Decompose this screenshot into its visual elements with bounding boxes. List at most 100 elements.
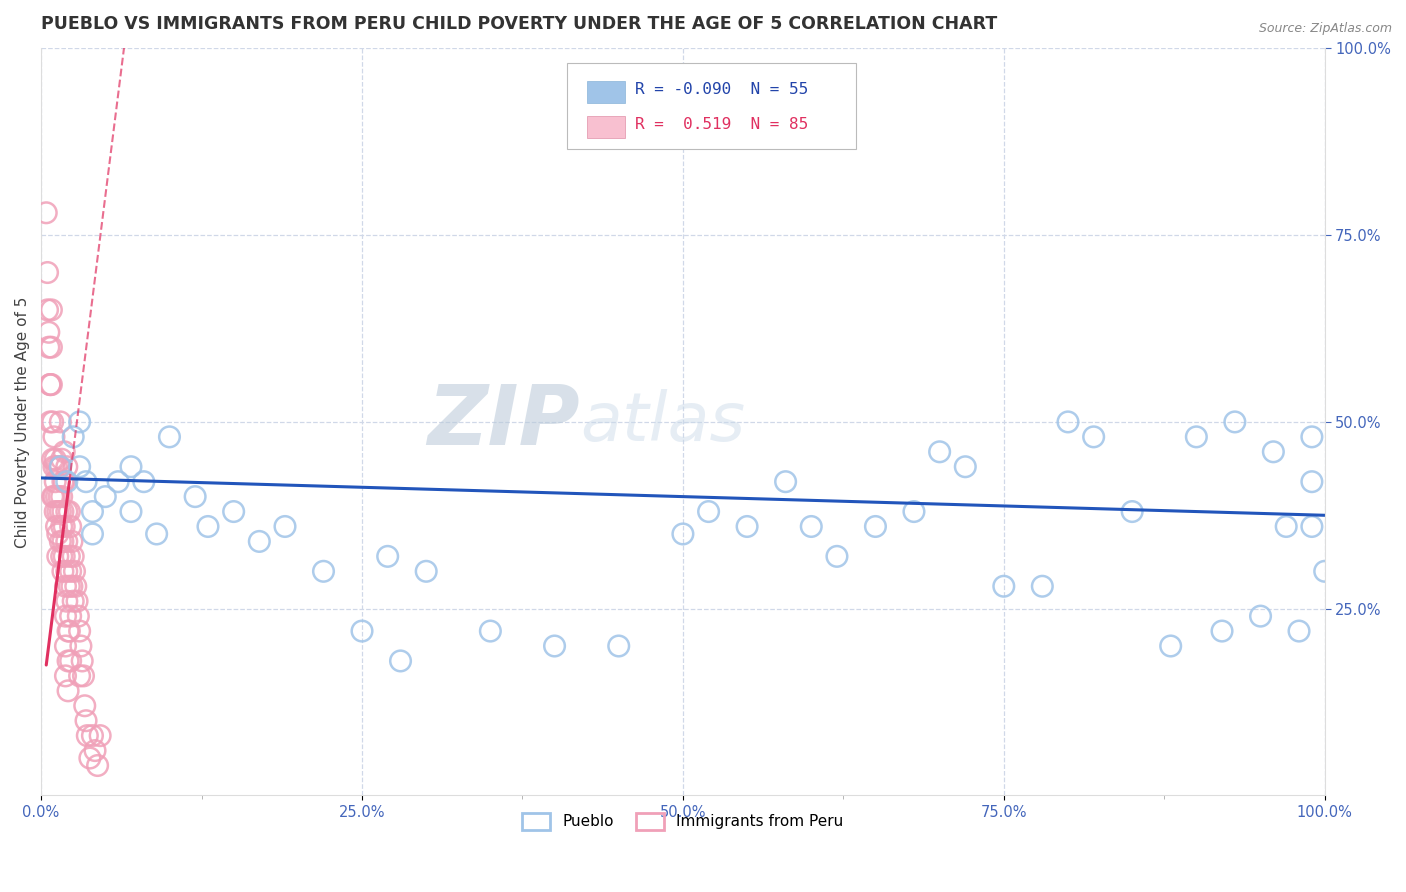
Point: [41, 302, 63, 317]
Point: [1185, 430, 1208, 444]
Point: [1301, 430, 1323, 444]
Point: [58, 504, 80, 518]
Point: [56, 624, 79, 638]
Point: [86, 758, 108, 772]
Point: [1263, 444, 1285, 458]
Point: [72, 669, 94, 683]
Point: [312, 564, 335, 578]
Point: [350, 624, 373, 638]
Point: [775, 475, 797, 489]
Point: [46, 504, 69, 518]
Point: [63, 564, 86, 578]
Point: [60, 579, 83, 593]
Point: [55, 594, 77, 608]
Point: [48, 459, 70, 474]
Point: [159, 430, 181, 444]
Point: [38, 340, 60, 354]
Point: [1031, 579, 1053, 593]
Point: [42, 459, 65, 474]
Point: [52, 475, 75, 489]
Point: [800, 519, 823, 533]
Bar: [586, 116, 626, 138]
Point: [60, 534, 83, 549]
Point: [1288, 624, 1310, 638]
Point: [274, 519, 297, 533]
Point: [62, 430, 84, 444]
Point: [55, 609, 77, 624]
Point: [107, 475, 129, 489]
Point: [697, 504, 720, 518]
FancyBboxPatch shape: [568, 63, 856, 149]
Point: [955, 459, 977, 474]
Point: [42, 490, 65, 504]
Point: [1211, 624, 1233, 638]
Point: [55, 475, 77, 489]
Point: [58, 624, 80, 638]
Point: [247, 534, 270, 549]
Point: [73, 698, 96, 713]
Point: [44, 452, 66, 467]
Text: R =  0.519  N = 85: R = 0.519 N = 85: [636, 117, 808, 132]
Point: [58, 579, 80, 593]
Point: [59, 654, 82, 668]
Point: [1121, 504, 1143, 518]
Point: [222, 504, 245, 518]
Point: [45, 490, 67, 504]
Point: [59, 564, 82, 578]
Point: [69, 459, 91, 474]
Point: [55, 534, 77, 549]
Point: [45, 519, 67, 533]
Point: [66, 594, 89, 608]
Point: [55, 504, 77, 518]
Point: [51, 549, 73, 564]
Point: [49, 459, 72, 474]
Point: [84, 743, 107, 757]
Text: PUEBLO VS IMMIGRANTS FROM PERU CHILD POVERTY UNDER THE AGE OF 5 CORRELATION CHAR: PUEBLO VS IMMIGRANTS FROM PERU CHILD POV…: [41, 15, 997, 33]
Point: [184, 490, 207, 504]
Point: [56, 654, 79, 668]
Point: [48, 490, 70, 504]
Point: [69, 415, 91, 429]
Point: [825, 549, 848, 564]
Point: [55, 669, 77, 683]
Point: [607, 639, 630, 653]
Point: [928, 444, 950, 458]
Point: [42, 430, 65, 444]
Point: [1223, 415, 1246, 429]
Point: [79, 751, 101, 765]
Point: [1160, 639, 1182, 653]
Point: [59, 519, 82, 533]
Point: [65, 579, 87, 593]
Point: [53, 549, 76, 564]
Point: [37, 302, 59, 317]
Point: [1057, 415, 1080, 429]
Point: [51, 519, 73, 533]
Point: [45, 459, 67, 474]
Point: [67, 609, 90, 624]
Point: [59, 609, 82, 624]
Point: [51, 452, 73, 467]
Point: [46, 549, 69, 564]
Point: [120, 459, 142, 474]
Point: [53, 519, 76, 533]
Point: [39, 377, 62, 392]
Point: [49, 415, 72, 429]
Point: [49, 534, 72, 549]
Point: [377, 549, 399, 564]
Point: [1301, 519, 1323, 533]
Point: [55, 459, 77, 474]
Point: [52, 534, 75, 549]
Point: [62, 594, 84, 608]
Point: [415, 564, 437, 578]
Point: [41, 377, 63, 392]
Point: [53, 475, 76, 489]
Point: [82, 729, 104, 743]
Point: [41, 452, 63, 467]
Point: [1275, 519, 1298, 533]
Point: [89, 729, 111, 743]
Point: [94, 490, 117, 504]
Point: [1083, 430, 1105, 444]
Point: [55, 639, 77, 653]
Point: [44, 475, 66, 489]
Point: [479, 624, 502, 638]
